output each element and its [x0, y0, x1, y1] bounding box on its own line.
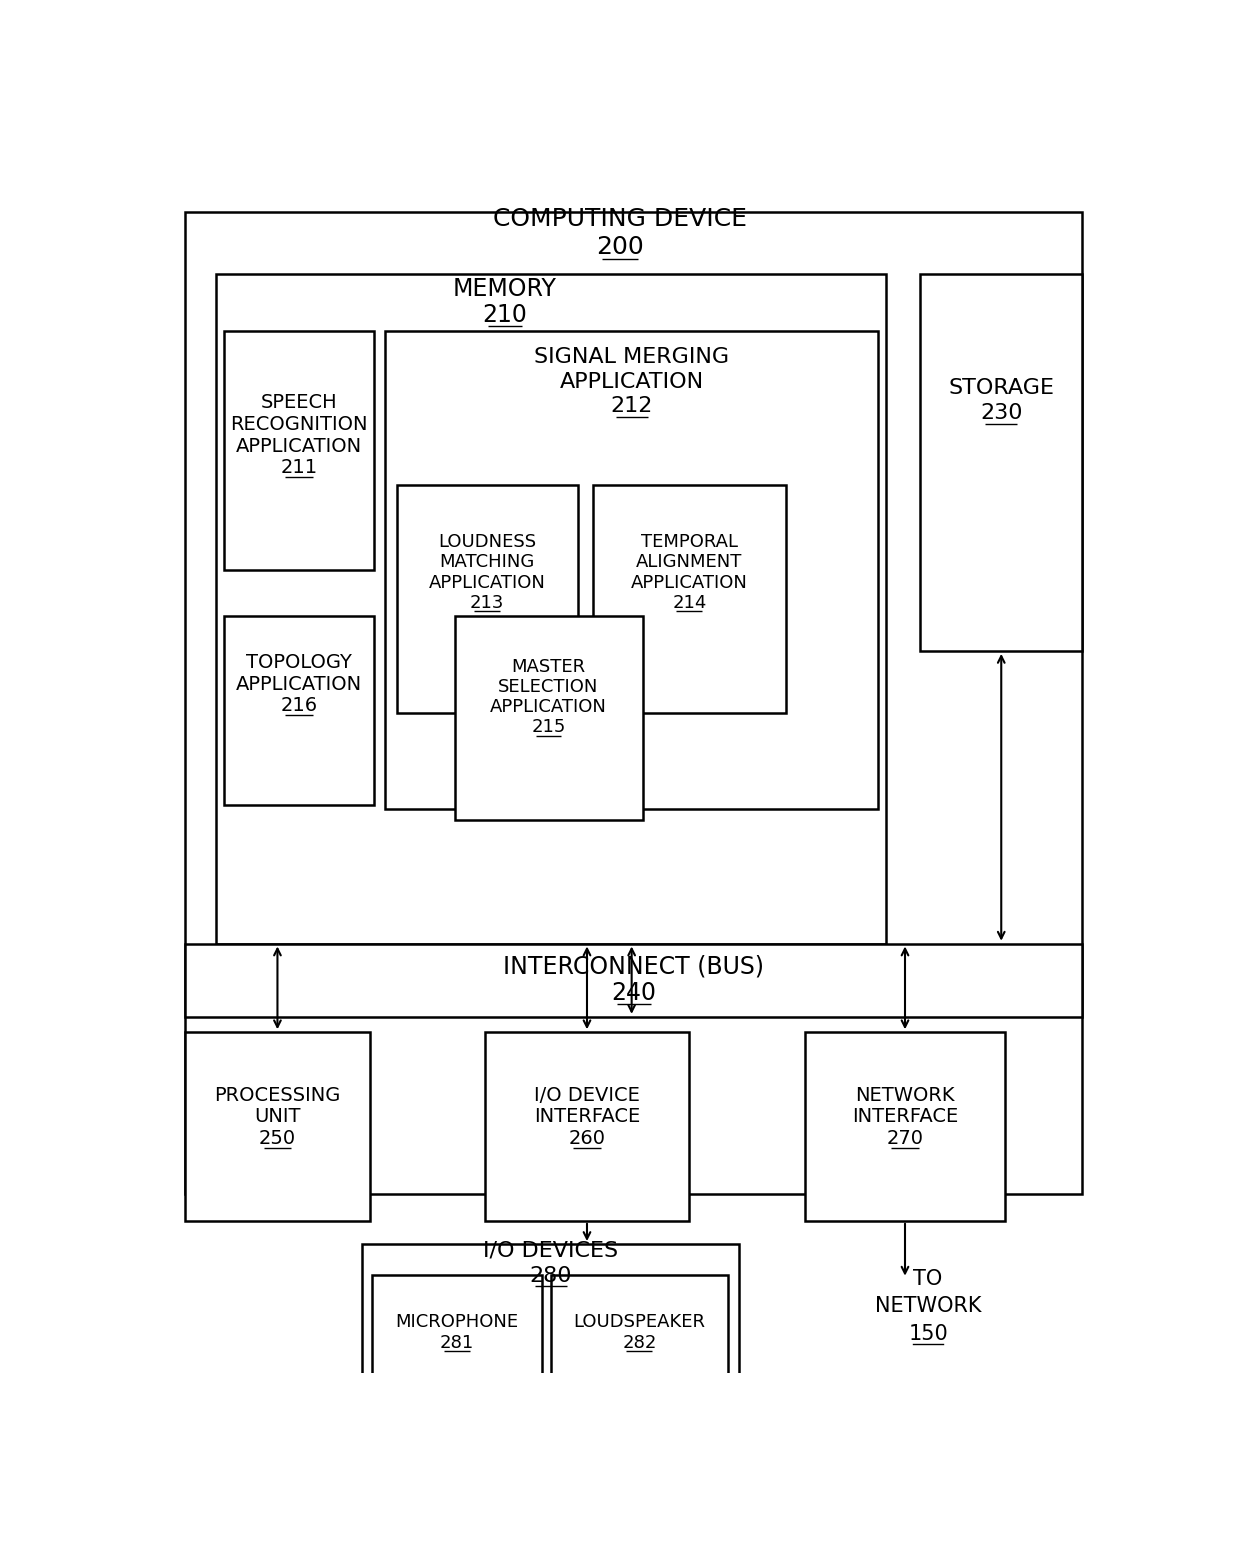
- Bar: [920, 273, 1083, 651]
- Bar: [362, 1244, 739, 1424]
- Text: 282: 282: [622, 1333, 656, 1352]
- Bar: [455, 616, 644, 821]
- Text: MICROPHONE: MICROPHONE: [396, 1313, 518, 1332]
- Bar: [372, 1275, 542, 1409]
- Bar: [185, 211, 1083, 1194]
- Text: 215: 215: [531, 719, 565, 736]
- Text: 211: 211: [280, 458, 317, 477]
- Text: TOPOLOGY: TOPOLOGY: [246, 653, 352, 671]
- Bar: [185, 944, 1083, 1017]
- Text: 230: 230: [980, 403, 1023, 423]
- Bar: [397, 486, 578, 713]
- Bar: [185, 1032, 370, 1221]
- Text: INTERFACE: INTERFACE: [852, 1108, 959, 1126]
- Text: 281: 281: [440, 1333, 474, 1352]
- Text: STORAGE: STORAGE: [949, 378, 1054, 398]
- Text: I/O DEVICES: I/O DEVICES: [484, 1241, 619, 1261]
- Text: INTERFACE: INTERFACE: [534, 1108, 640, 1126]
- Text: 240: 240: [611, 981, 656, 1004]
- Text: 200: 200: [596, 235, 644, 259]
- Text: TO: TO: [914, 1268, 942, 1288]
- Text: 270: 270: [887, 1129, 924, 1148]
- Text: 250: 250: [259, 1129, 296, 1148]
- Text: APPLICATION: APPLICATION: [631, 574, 748, 591]
- Bar: [551, 1275, 728, 1409]
- Bar: [386, 332, 878, 809]
- Bar: [223, 332, 373, 571]
- Text: UNIT: UNIT: [254, 1108, 300, 1126]
- Text: INTERCONNECT (BUS): INTERCONNECT (BUS): [503, 955, 764, 978]
- Text: MEMORY: MEMORY: [453, 278, 557, 301]
- Text: 210: 210: [482, 304, 527, 327]
- Text: MASTER: MASTER: [511, 657, 585, 676]
- Bar: [223, 616, 373, 805]
- Text: NETWORK: NETWORK: [875, 1296, 981, 1316]
- Text: COMPUTING DEVICE: COMPUTING DEVICE: [494, 207, 746, 231]
- Text: APPLICATION: APPLICATION: [559, 372, 704, 392]
- Text: ALIGNMENT: ALIGNMENT: [636, 554, 743, 571]
- Text: 260: 260: [568, 1129, 605, 1148]
- Text: MATCHING: MATCHING: [439, 554, 534, 571]
- Text: 150: 150: [908, 1324, 947, 1344]
- Text: TEMPORAL: TEMPORAL: [641, 534, 738, 551]
- Text: RECOGNITION: RECOGNITION: [231, 415, 368, 434]
- Text: APPLICATION: APPLICATION: [236, 674, 362, 694]
- Text: 214: 214: [672, 594, 707, 611]
- Text: SPEECH: SPEECH: [260, 393, 337, 412]
- Text: SELECTION: SELECTION: [498, 677, 599, 696]
- Text: 213: 213: [470, 594, 505, 611]
- Text: APPLICATION: APPLICATION: [429, 574, 546, 591]
- Text: APPLICATION: APPLICATION: [236, 437, 362, 455]
- Text: NETWORK: NETWORK: [856, 1086, 955, 1105]
- Bar: [216, 273, 885, 944]
- Text: APPLICATION: APPLICATION: [490, 699, 606, 716]
- Text: 280: 280: [529, 1265, 572, 1285]
- Text: I/O DEVICE: I/O DEVICE: [534, 1086, 640, 1105]
- Text: LOUDSPEAKER: LOUDSPEAKER: [573, 1313, 706, 1332]
- Bar: [593, 486, 786, 713]
- Text: 212: 212: [610, 397, 652, 417]
- Bar: [485, 1032, 689, 1221]
- Bar: [805, 1032, 1006, 1221]
- Text: PROCESSING: PROCESSING: [215, 1086, 341, 1105]
- Text: SIGNAL MERGING: SIGNAL MERGING: [534, 347, 729, 367]
- Text: 216: 216: [280, 696, 317, 716]
- Text: LOUDNESS: LOUDNESS: [438, 534, 536, 551]
